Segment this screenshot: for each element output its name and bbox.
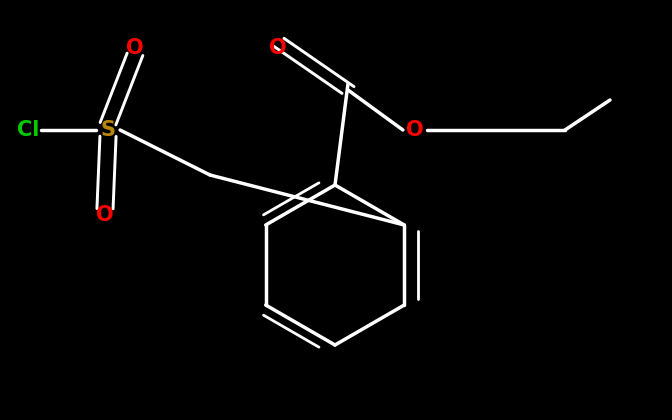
Text: O: O [269,38,287,58]
Text: O: O [96,205,114,225]
Text: S: S [101,120,116,140]
Text: O: O [406,120,424,140]
Text: Cl: Cl [17,120,39,140]
Text: O: O [126,38,144,58]
